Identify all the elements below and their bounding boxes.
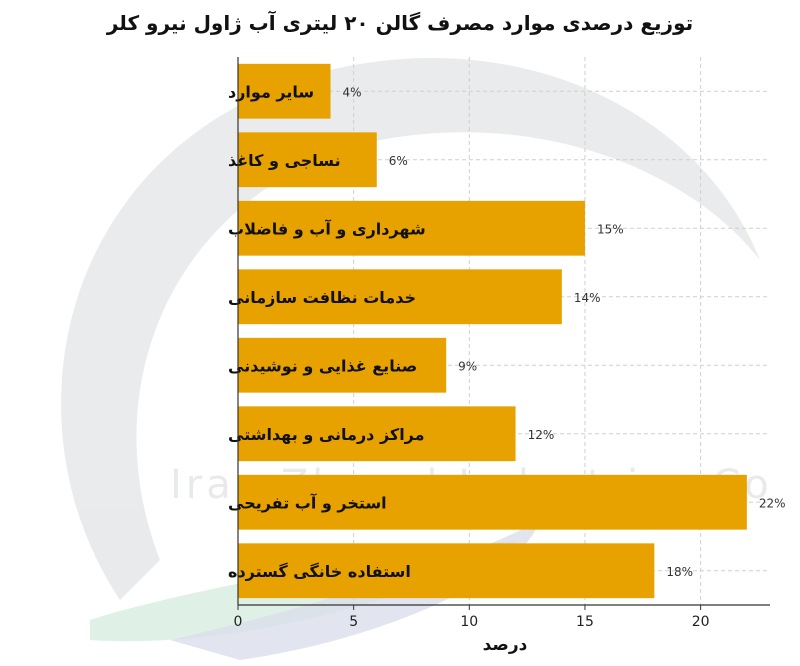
data-labels: 4% 6% 15% 14% 9% 12% 22% 18% <box>343 85 786 579</box>
bars <box>238 63 747 599</box>
bar <box>238 269 562 325</box>
chart-title: توزیع درصدی موارد مصرف گالن ۲۰ لیتری آب … <box>106 10 693 35</box>
data-label: 14% <box>574 291 601 305</box>
x-tick-label: 0 <box>234 614 243 630</box>
x-tick-label: 5 <box>349 614 358 630</box>
data-label: 6% <box>389 154 408 168</box>
data-label: 15% <box>597 222 624 236</box>
data-label: 22% <box>759 496 786 510</box>
category-label: خدمات نظافت سازمانی <box>228 288 416 307</box>
category-label: صنایع غذایی و نوشیدنی <box>228 356 417 375</box>
x-axis-label: درصد <box>483 635 528 655</box>
bar <box>238 132 377 188</box>
x-tick-label: 10 <box>460 614 478 630</box>
bar <box>238 406 516 462</box>
category-label: نساجی و کاغذ <box>228 151 341 170</box>
x-tick-label: 20 <box>692 614 710 630</box>
category-label: شهرداری و آب و فاضلاب <box>228 218 426 238</box>
category-label: استفاده خانگی گسترده <box>228 562 411 581</box>
bar <box>238 200 585 256</box>
category-label: استخر و آب تفریحی <box>228 492 387 512</box>
data-label: 9% <box>458 359 477 373</box>
bar <box>238 63 331 119</box>
bar <box>238 543 655 599</box>
bar <box>238 474 747 530</box>
x-ticks: 0 5 10 15 20 <box>234 605 710 630</box>
data-label: 4% <box>343 85 362 99</box>
data-label: 18% <box>666 565 693 579</box>
category-label: مراکز درمانی و بهداشتی <box>228 425 425 444</box>
category-labels: سایر موارد نساجی و کاغذ شهرداری و آب و فاض… <box>228 82 426 581</box>
x-tick-label: 15 <box>576 614 594 630</box>
category-label: سایر موارد <box>228 82 314 101</box>
data-label: 12% <box>528 428 555 442</box>
bar <box>238 337 447 393</box>
